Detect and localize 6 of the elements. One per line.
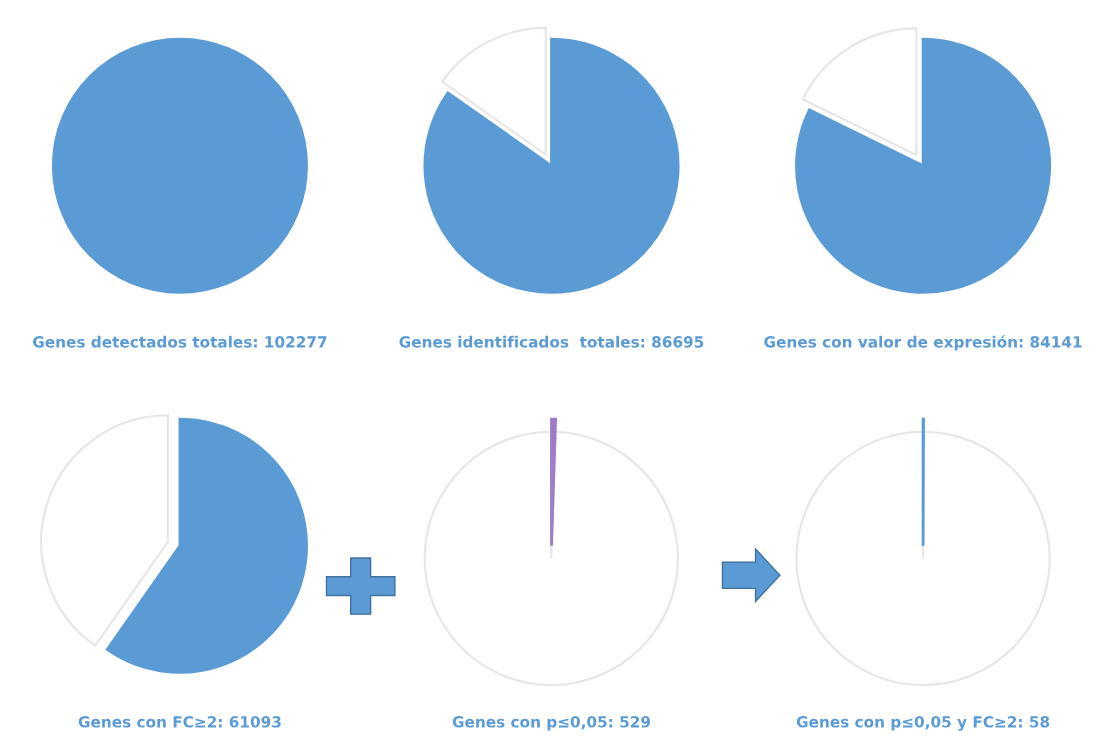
text: Genes con valor de expresión: 84141 bbox=[764, 335, 1082, 351]
text: Genes con FC≥2: 61093 bbox=[78, 716, 281, 728]
text: Genes identificados totales: 86695 bbox=[399, 335, 704, 348]
text: Genes con p≤0,05: 529 bbox=[452, 716, 651, 731]
text: Genes con p≤0,05 y FC≥2: 58 bbox=[796, 716, 1050, 731]
text: Genes detectados totales: 102277 bbox=[33, 335, 327, 348]
